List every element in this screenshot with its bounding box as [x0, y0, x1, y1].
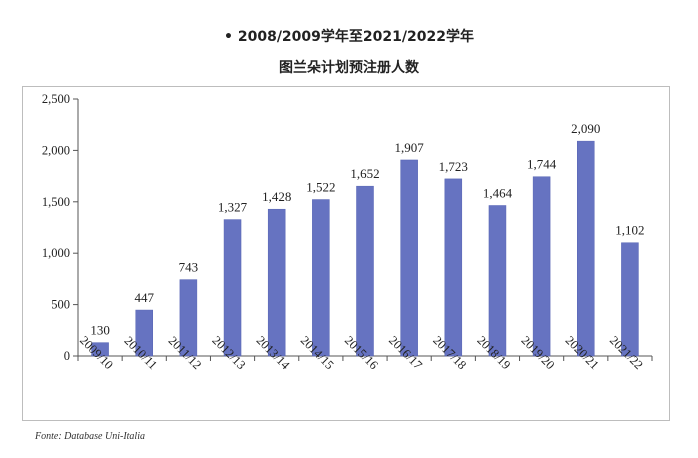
data-label: 1,652 [350, 166, 379, 181]
source-note: Fonte: Database Uni-Italia [35, 431, 145, 442]
bar [400, 159, 418, 357]
chart-subtitle: 图兰朵计划预注册人数 [279, 60, 419, 76]
data-label: 1,723 [439, 159, 468, 174]
data-label: 1,428 [262, 189, 291, 204]
bar [356, 185, 374, 357]
bar [532, 176, 551, 357]
data-label: 2,090 [571, 121, 600, 136]
y-tick-label: 1,000 [42, 246, 70, 260]
bar [179, 279, 198, 357]
chart-title: • 2008/2009学年至2021/2022学年 [224, 29, 474, 45]
bar [135, 309, 153, 357]
chart-frame [22, 86, 670, 421]
data-label: 1,907 [395, 140, 425, 155]
data-label: 1,464 [483, 186, 513, 201]
bar [621, 242, 639, 357]
x-tick-label: 2009/10 [77, 333, 116, 372]
y-tick-label: 1,500 [42, 195, 70, 209]
y-tick-label: 2,500 [42, 92, 70, 106]
y-tick-label: 0 [64, 349, 70, 363]
data-label: 743 [179, 260, 199, 275]
bar [267, 208, 286, 357]
data-label: 447 [134, 290, 154, 305]
bar [91, 342, 109, 357]
data-label: 1,327 [218, 200, 248, 215]
data-label: 1,522 [306, 180, 335, 195]
bar [577, 140, 595, 357]
data-label: 1,744 [527, 157, 557, 172]
y-tick-label: 500 [51, 298, 70, 312]
data-label: 1,102 [615, 223, 644, 238]
y-tick-label: 2,000 [42, 143, 70, 157]
bar [488, 205, 507, 357]
bar [312, 199, 330, 357]
bar [444, 178, 463, 357]
data-label: 130 [90, 323, 110, 338]
bar [223, 219, 242, 357]
